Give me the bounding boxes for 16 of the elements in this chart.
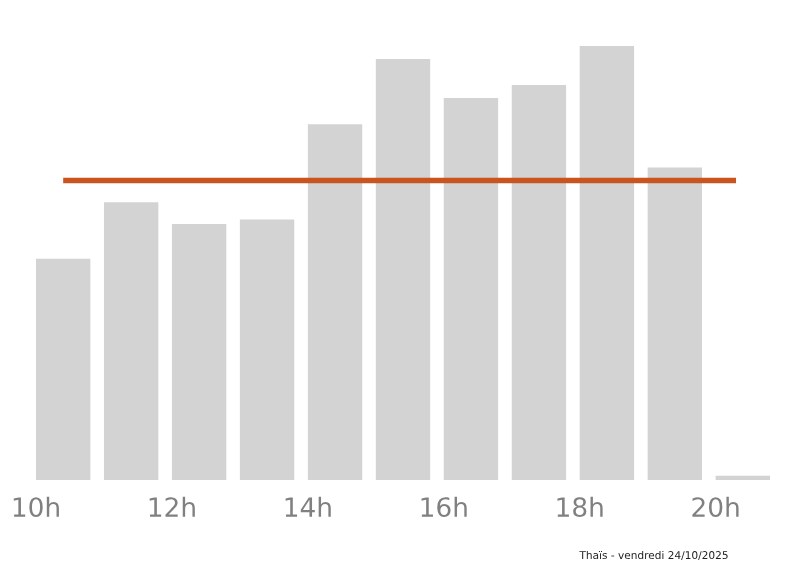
x-tick-label: 12h xyxy=(149,496,195,517)
bar xyxy=(171,223,227,480)
x-tick-label: 20h xyxy=(692,496,739,518)
bar xyxy=(239,219,295,480)
bar xyxy=(443,98,499,480)
bar xyxy=(511,85,567,480)
bar xyxy=(375,59,431,480)
x-tick-label: 10h xyxy=(13,496,59,518)
bar xyxy=(579,46,635,480)
x-tick-label: 16h xyxy=(421,496,467,518)
x-tick-label: 18h xyxy=(557,496,603,518)
bar xyxy=(36,258,91,480)
bar xyxy=(647,167,703,480)
bar xyxy=(307,124,363,480)
bar xyxy=(103,202,159,480)
x-tick-label: 14h xyxy=(285,496,331,517)
